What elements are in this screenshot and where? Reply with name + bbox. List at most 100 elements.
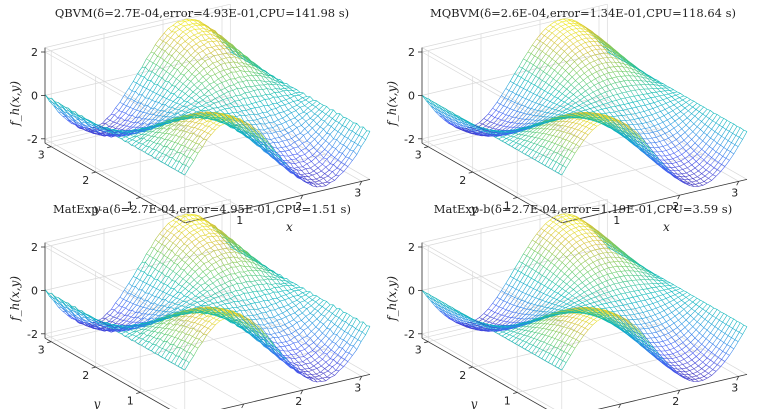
surface-segment — [330, 163, 334, 165]
surface-segment — [662, 119, 668, 123]
surface-segment — [522, 140, 528, 146]
surface-segment — [288, 126, 293, 132]
surface-segment — [58, 111, 63, 117]
surface-segment — [152, 62, 157, 65]
surface-segment — [304, 154, 309, 159]
surface-segment — [665, 101, 671, 104]
surface-segment — [678, 99, 683, 103]
surface-segment — [220, 88, 226, 91]
surface-segment — [355, 126, 361, 134]
surface-segment — [123, 97, 128, 105]
surface-segment — [309, 173, 313, 176]
surface-segment — [188, 139, 193, 142]
surface-segment — [243, 120, 249, 122]
surface-segment — [121, 138, 126, 142]
surface-segment — [353, 150, 358, 155]
surface-segment — [118, 104, 124, 111]
surface-segment — [195, 72, 200, 77]
surface-segment — [244, 91, 250, 93]
surface-segment — [315, 126, 321, 133]
surface-segment — [178, 56, 184, 62]
surface-segment — [280, 105, 284, 112]
surface-segment — [157, 84, 162, 88]
surface-segment — [101, 122, 106, 128]
surface-segment — [195, 122, 200, 124]
surface-segment — [213, 54, 219, 56]
surface-segment — [153, 137, 159, 143]
surface-segment — [181, 59, 187, 66]
surface-segment — [324, 173, 329, 177]
surface-segment — [148, 70, 153, 72]
surface-segment — [164, 88, 168, 91]
surface-segment — [170, 59, 176, 65]
surface-segment — [188, 91, 194, 97]
surface-segment — [149, 83, 155, 91]
surface-segment — [153, 109, 158, 115]
surface-segment — [240, 92, 246, 96]
surface-segment — [562, 88, 567, 94]
surface-segment — [327, 151, 332, 156]
surface-segment — [208, 122, 214, 127]
surface-segment — [316, 150, 321, 154]
surface-segment — [190, 157, 194, 162]
surface-segment — [279, 137, 283, 142]
surface-segment — [239, 76, 243, 82]
surface-segment — [203, 28, 209, 31]
surface-segment — [201, 82, 206, 89]
surface-segment — [320, 173, 325, 178]
surface-segment — [171, 78, 177, 86]
surface-segment — [190, 30, 195, 36]
surface-segment — [157, 49, 163, 57]
surface-segment — [335, 113, 341, 122]
surface-segment — [171, 55, 176, 61]
surface-segment — [553, 97, 559, 104]
surface-segment — [180, 44, 185, 50]
surface-segment — [505, 81, 511, 89]
surface-segment — [172, 97, 178, 102]
surface-segment — [140, 118, 146, 125]
surface-segment — [180, 93, 186, 98]
surface-segment — [255, 124, 260, 130]
surface-segment — [271, 109, 276, 116]
surface-segment — [667, 141, 672, 146]
surface-segment — [503, 99, 509, 106]
surface-segment — [651, 112, 657, 116]
surface-segment — [601, 62, 607, 64]
surface-segment — [641, 98, 647, 101]
surface-segment — [212, 41, 217, 46]
surface-segment — [178, 83, 184, 90]
surface-segment — [486, 115, 492, 121]
surface-segment — [174, 89, 179, 94]
surface-segment — [345, 156, 350, 159]
surface-segment — [334, 152, 340, 158]
surface-segment — [610, 106, 616, 108]
surface-segment — [244, 92, 249, 99]
surface-segment — [156, 87, 162, 94]
surface-segment — [568, 43, 574, 48]
surface-segment — [202, 121, 207, 125]
surface-segment — [540, 28, 546, 34]
surface-segment — [205, 87, 209, 91]
surface-segment — [235, 71, 240, 78]
surface-segment — [292, 169, 298, 171]
surface-segment — [328, 164, 334, 171]
surface-segment — [544, 31, 549, 36]
surface-segment — [302, 166, 307, 170]
surface-segment — [198, 30, 203, 34]
surface-segment — [189, 151, 195, 158]
surface-segment — [152, 56, 158, 64]
surface-segment — [655, 95, 660, 98]
surface-segment — [560, 43, 566, 49]
surface-segment — [645, 103, 650, 106]
surface-segment — [197, 87, 201, 91]
surface-segment — [163, 125, 169, 129]
surface-segment — [62, 115, 68, 121]
surface-segment — [590, 78, 596, 82]
surface-segment — [683, 110, 689, 115]
surface-segment — [506, 135, 511, 139]
surface-segment — [542, 45, 547, 52]
surface-segment — [194, 127, 199, 130]
surface-segment — [297, 117, 303, 121]
surface-segment — [647, 137, 652, 140]
surface-segment — [161, 77, 166, 82]
